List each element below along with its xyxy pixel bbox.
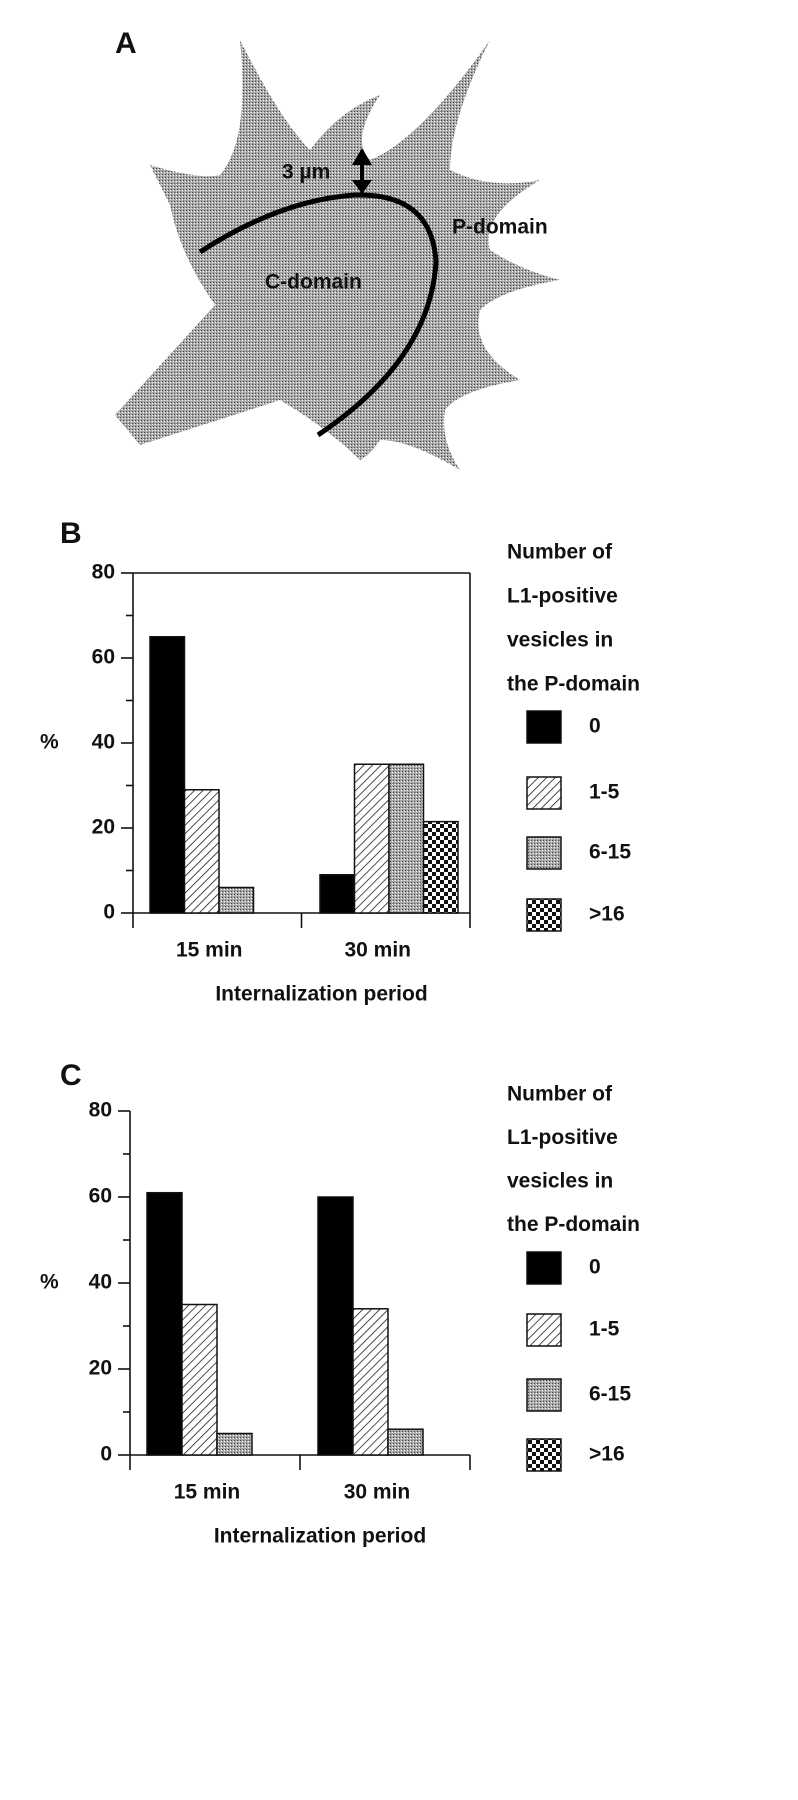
legend-title: vesicles in bbox=[507, 629, 613, 652]
legend-label: 1-5 bbox=[589, 781, 620, 804]
y-tick-label: 60 bbox=[89, 1185, 112, 1208]
panel-label: B bbox=[60, 517, 82, 550]
y-tick-label: 0 bbox=[100, 1443, 112, 1466]
bar bbox=[353, 763, 390, 914]
y-tick-label: 80 bbox=[89, 1099, 112, 1122]
bar bbox=[387, 1428, 424, 1456]
legend-swatch bbox=[526, 776, 562, 810]
legend-label: 6-15 bbox=[589, 1383, 631, 1406]
domain-boundary bbox=[198, 192, 439, 438]
legend-title: Number of bbox=[507, 541, 613, 564]
legend-title: vesicles in bbox=[507, 1170, 613, 1193]
bar bbox=[146, 1191, 183, 1456]
legend-label: >16 bbox=[589, 1443, 625, 1466]
bar bbox=[388, 763, 425, 914]
legend-label: 6-15 bbox=[589, 841, 631, 864]
arrow-head bbox=[352, 148, 372, 194]
y-tick-label: 40 bbox=[92, 731, 115, 754]
bar bbox=[317, 1196, 354, 1456]
legend-title: the P-domain bbox=[507, 1213, 640, 1236]
bar bbox=[319, 874, 356, 914]
legend-swatch bbox=[526, 1251, 562, 1285]
bar bbox=[181, 1303, 218, 1456]
y-tick-label: 20 bbox=[89, 1357, 112, 1380]
bar bbox=[149, 636, 186, 914]
bar bbox=[183, 789, 220, 914]
legend-label: 1-5 bbox=[589, 1318, 620, 1341]
bar bbox=[218, 886, 255, 914]
cell-shape bbox=[115, 40, 560, 470]
scale-label: 3 µm bbox=[282, 161, 330, 184]
bar bbox=[422, 820, 459, 914]
y-tick-label: 0 bbox=[103, 901, 115, 924]
y-axis-label: % bbox=[40, 731, 59, 754]
legend-title: the P-domain bbox=[507, 673, 640, 696]
x-tick-label: 15 min bbox=[176, 939, 243, 962]
y-tick-label: 20 bbox=[92, 816, 115, 839]
x-tick-label: 15 min bbox=[174, 1481, 241, 1504]
legend-title: L1-positive bbox=[507, 585, 618, 608]
y-axis-label: % bbox=[40, 1271, 59, 1294]
legend-swatch bbox=[526, 1313, 562, 1347]
region-label: C-domain bbox=[265, 271, 362, 294]
growth-cone-diagram: A 3 µm P-domain C-domain bbox=[115, 27, 560, 470]
legend-title: L1-positive bbox=[507, 1126, 618, 1149]
y-tick-label: 40 bbox=[89, 1271, 112, 1294]
legend-label: >16 bbox=[589, 903, 625, 926]
panel-label: A bbox=[115, 27, 137, 60]
legend-label: 0 bbox=[589, 715, 601, 738]
legend-swatch bbox=[526, 898, 562, 932]
y-tick-label: 80 bbox=[92, 561, 115, 584]
panel-label: C bbox=[60, 1059, 82, 1092]
legend-swatch bbox=[526, 1378, 562, 1412]
x-tick-label: 30 min bbox=[344, 939, 411, 962]
bar bbox=[216, 1432, 253, 1456]
legend-label: 0 bbox=[589, 1256, 601, 1279]
bar bbox=[352, 1308, 389, 1456]
x-axis-label: Internalization period bbox=[214, 1525, 426, 1548]
legend-swatch bbox=[526, 1438, 562, 1472]
legend-swatch bbox=[526, 710, 562, 744]
x-axis-label: Internalization period bbox=[215, 983, 427, 1006]
legend-swatch bbox=[526, 836, 562, 870]
region-label: P-domain bbox=[452, 216, 548, 239]
y-tick-label: 60 bbox=[92, 646, 115, 669]
x-tick-label: 30 min bbox=[344, 1481, 411, 1504]
legend-title: Number of bbox=[507, 1083, 613, 1106]
